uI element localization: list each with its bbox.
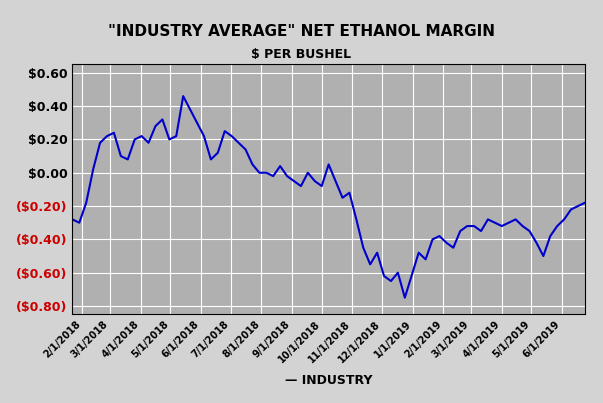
Text: $ PER BUSHEL: $ PER BUSHEL — [251, 48, 352, 61]
Text: "INDUSTRY AVERAGE" NET ETHANOL MARGIN: "INDUSTRY AVERAGE" NET ETHANOL MARGIN — [108, 24, 495, 39]
Text: — INDUSTRY: — INDUSTRY — [285, 374, 373, 387]
